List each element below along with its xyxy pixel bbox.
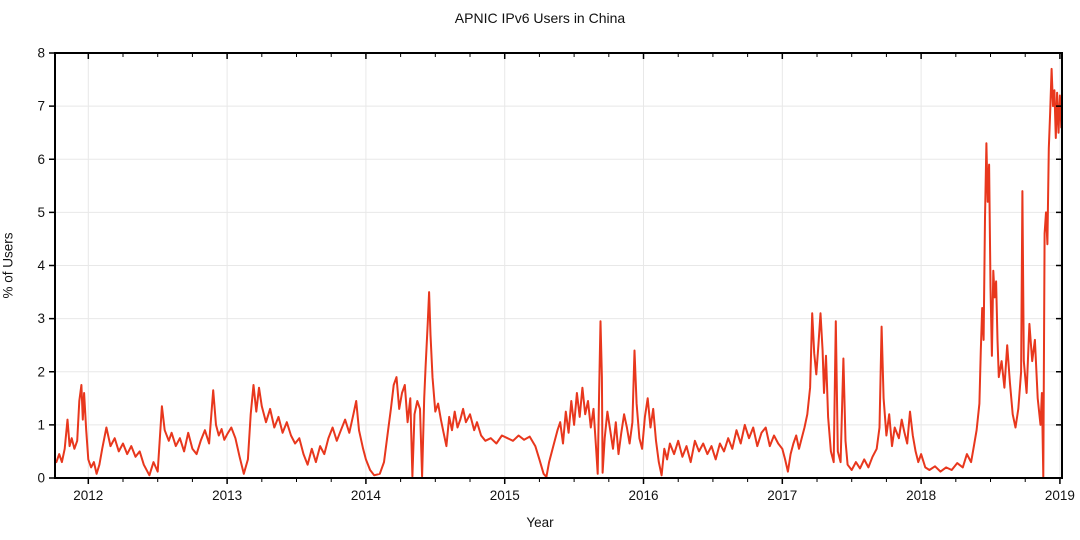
x-tick-label: 2016	[628, 488, 658, 503]
y-tick-label: 5	[37, 205, 45, 220]
y-tick-label: 3	[37, 311, 45, 326]
x-tick-label: 2015	[490, 488, 520, 503]
y-tick-label: 0	[37, 471, 45, 486]
y-tick-label: 6	[37, 152, 45, 167]
x-tick-label: 2013	[212, 488, 242, 503]
y-tick-label: 4	[37, 258, 45, 273]
series-line	[55, 67, 1063, 478]
x-tick-label: 2017	[767, 488, 797, 503]
chart-title: APNIC IPv6 Users in China	[454, 10, 626, 26]
y-tick-label: 1	[37, 417, 45, 432]
x-tick-label: 2012	[73, 488, 103, 503]
y-tick-label: 8	[37, 46, 45, 61]
x-tick-label: 2018	[906, 488, 936, 503]
x-tick-label: 2019	[1045, 488, 1075, 503]
y-tick-label: 2	[37, 364, 45, 379]
x-tick-label: 2014	[351, 488, 382, 503]
x-axis-label: Year	[526, 515, 554, 530]
y-tick-label: 7	[37, 99, 45, 114]
